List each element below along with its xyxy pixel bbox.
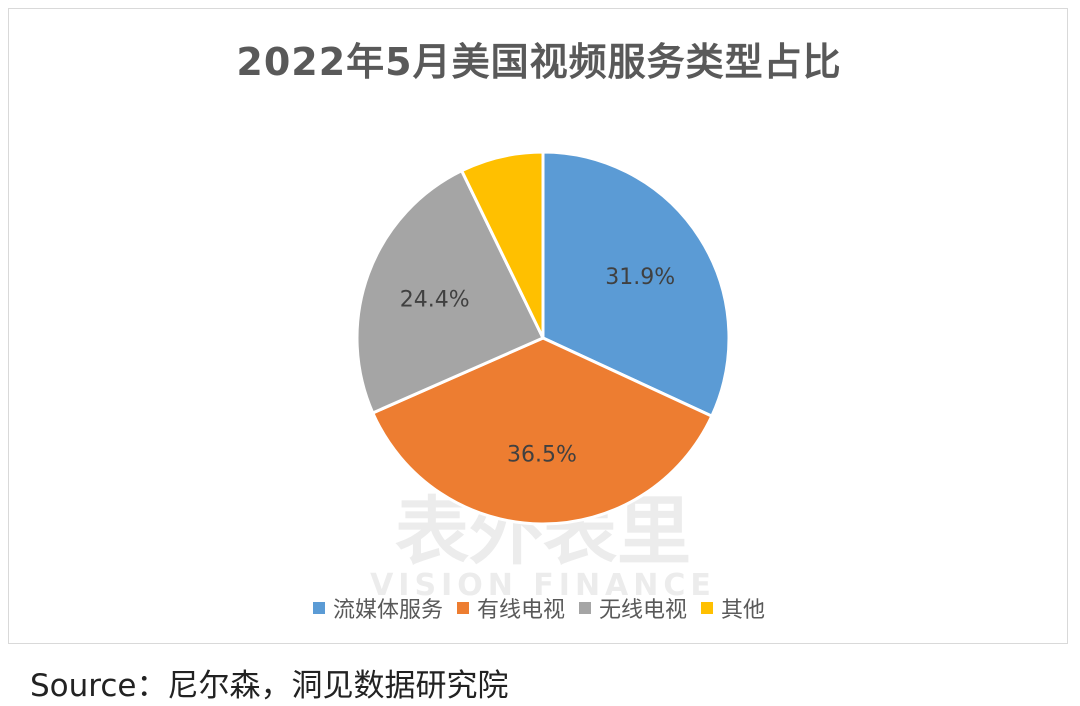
chart-title: 2022年5月美国视频服务类型占比 [236, 40, 842, 84]
legend-item: 流媒体服务 [312, 592, 443, 624]
pie-slice [460, 150, 545, 340]
source-note: Source：尼尔森，洞见数据研究院 [30, 668, 509, 704]
legend-item: 其他 [701, 592, 765, 624]
pie-slice [355, 169, 545, 415]
legend-item: 无线电视 [579, 592, 687, 624]
slice-data-label: 24.4% [400, 287, 470, 312]
watermark-en: VISION FINANCE [370, 568, 716, 603]
legend-label: 流媒体服务 [332, 598, 443, 623]
pie-slice [541, 150, 731, 418]
legend-swatch [312, 602, 325, 614]
legend-swatch [701, 602, 714, 614]
slice-data-label: 36.5% [507, 442, 577, 467]
pie-chart: 表外表里 VISION FINANCE 31.9%36.5%24.4% [355, 150, 731, 603]
legend-label: 其他 [721, 598, 766, 623]
legend: 流媒体服务 有线电视 无线电视 其他 [9, 592, 1069, 624]
slice-data-label: 31.9% [605, 265, 675, 290]
chart-frame: 2022年5月美国视频服务类型占比 表外表里 VISION FINANCE 31… [8, 8, 1068, 644]
legend-swatch [579, 602, 591, 614]
pie-slice [371, 336, 714, 526]
legend-swatch [456, 602, 469, 614]
legend-item: 有线电视 [456, 592, 565, 624]
legend-label: 无线电视 [599, 598, 688, 623]
legend-label: 有线电视 [476, 598, 565, 623]
